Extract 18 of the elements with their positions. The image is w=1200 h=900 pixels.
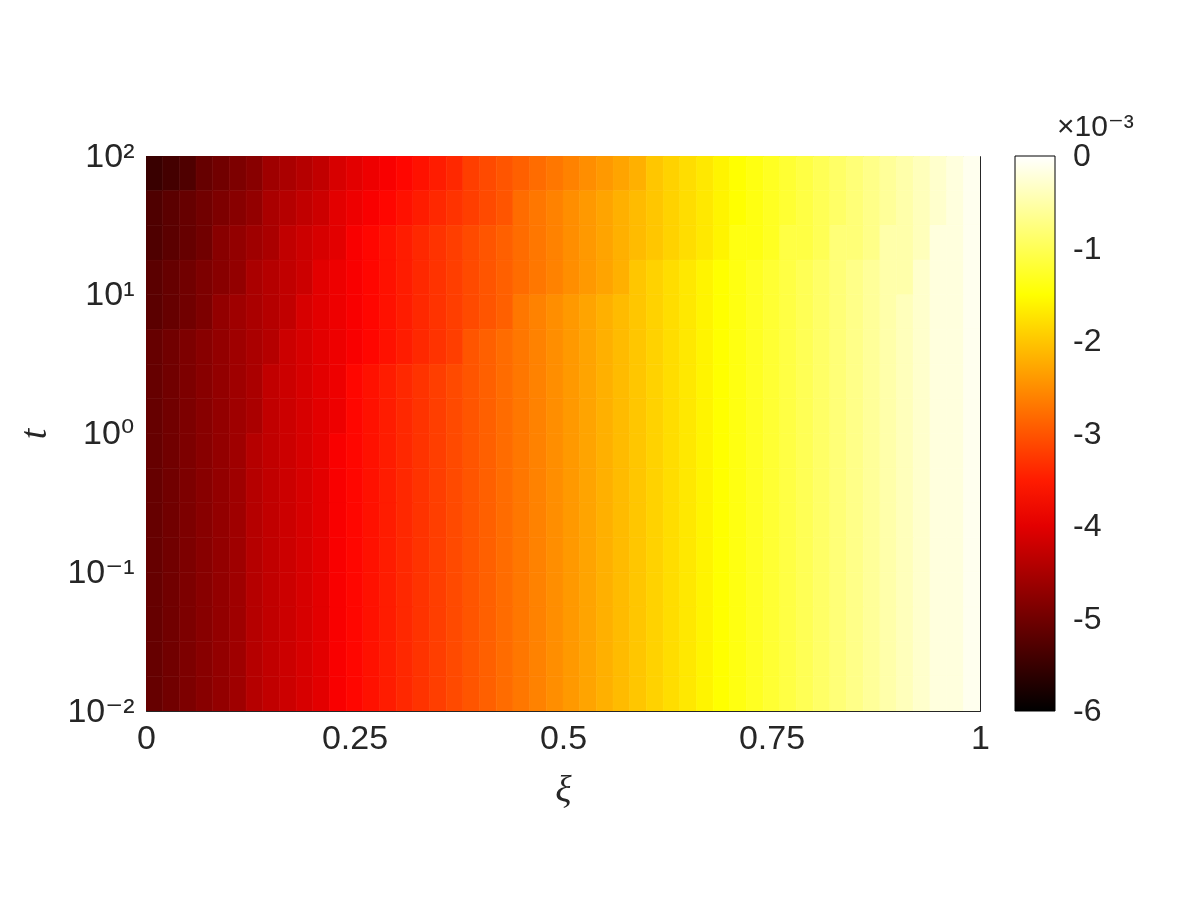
x-axis-title: ξ: [555, 767, 573, 810]
color-bar-label: -4: [1073, 507, 1102, 543]
y-tick-label: 10⁻¹: [67, 551, 135, 590]
color-bar-label: -3: [1073, 414, 1102, 451]
y-tick-label: 10⁻²: [67, 690, 135, 729]
color-bar-label: -6: [1073, 692, 1102, 728]
y-tick-label: 10⁰: [83, 413, 135, 451]
y-tick-label: 10¹: [85, 274, 135, 313]
x-tick-label: 1: [971, 717, 990, 756]
color-bar-label: -5: [1073, 599, 1102, 636]
y-tick-label: 10²: [85, 135, 135, 174]
color-bar-label: -2: [1073, 322, 1102, 358]
y-axis-title: t: [11, 427, 54, 440]
x-tick-label: 0.75: [738, 717, 806, 756]
x-tick-label: 0: [137, 717, 156, 756]
x-tick-label: 0.25: [321, 717, 389, 756]
x-tick-label: 0.5: [539, 717, 588, 756]
color-bar-label: -1: [1073, 229, 1102, 266]
